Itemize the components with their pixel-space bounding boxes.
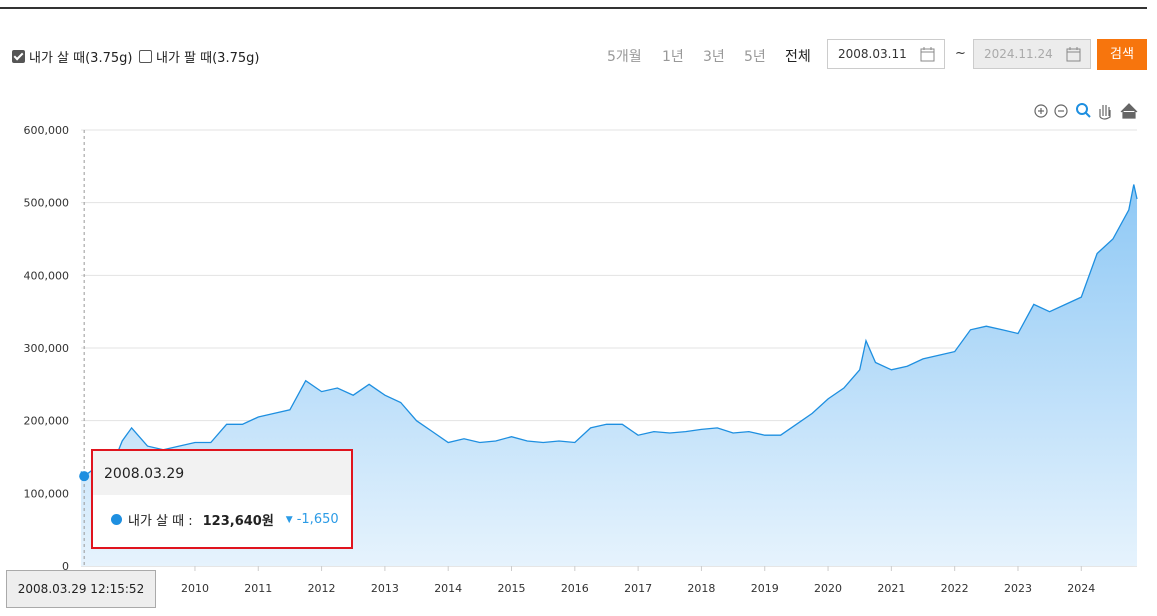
checkbox-box[interactable] (12, 50, 25, 63)
checkbox-label: 내가 살 때(3.75g) (29, 51, 133, 66)
date-text: 2024.11.24 (984, 47, 1053, 61)
date-text: 2008.03.11 (838, 47, 907, 61)
period-button[interactable]: 전체 (785, 49, 811, 65)
zoom-out-button[interactable] (1054, 104, 1068, 118)
x-tick-label: 2022 (941, 582, 969, 595)
x-tick-label: 2013 (371, 582, 399, 595)
tooltip-row: 내가 살 때 : 123,640원 ▼ -1,650 (93, 495, 351, 529)
checkbox[interactable]: 내가 살 때(3.75g) (12, 47, 132, 66)
x-tick-label: 2015 (498, 582, 526, 595)
x-tick-label: 2023 (1004, 582, 1032, 595)
tooltip-change: -1,650 (296, 512, 339, 527)
end-date[interactable]: 2024.11.24 (973, 39, 1091, 69)
x-tick-label: 2019 (751, 582, 779, 595)
y-tick-label: 500,000 (24, 197, 70, 210)
divider (0, 7, 1147, 9)
period-button[interactable]: 3년 (703, 49, 725, 65)
period-button[interactable]: 1년 (662, 49, 684, 65)
series-line (80, 184, 1138, 478)
x-tick-label: 2011 (244, 582, 272, 595)
period-button[interactable]: 5년 (744, 49, 766, 65)
period-button[interactable]: 5개월 (607, 49, 642, 65)
y-tick-label: 200,000 (24, 415, 70, 428)
y-tick-label: 300,000 (24, 342, 70, 355)
x-tick-label: 2021 (877, 582, 905, 595)
pan-button[interactable] (1099, 105, 1111, 120)
tooltip-date: 2008.03.29 (93, 451, 351, 495)
series-dot (111, 514, 122, 525)
checkbox-box[interactable] (139, 50, 152, 63)
zoom-select-button[interactable] (1076, 103, 1091, 118)
calendar-icon[interactable] (920, 47, 935, 62)
zoom-in-button[interactable] (1034, 104, 1048, 118)
x-tick-label: 2024 (1067, 582, 1095, 595)
x-tick-label: 2014 (434, 582, 462, 595)
x-tick-label: 2010 (181, 582, 209, 595)
checkbox-label: 내가 팔 때(3.75g) (156, 51, 260, 66)
x-tick-label: 2017 (624, 582, 652, 595)
down-arrow: ▼ (285, 514, 293, 525)
x-tick-label: 2016 (561, 582, 589, 595)
x-tick-label: 2020 (814, 582, 842, 595)
tooltip: 2008.03.29 내가 살 때 : 123,640원 ▼ -1,650 (91, 449, 353, 549)
y-tick-label: 0 (62, 560, 69, 573)
calendar-icon[interactable] (1066, 47, 1081, 62)
checkbox[interactable]: 내가 팔 때(3.75g) (139, 47, 259, 66)
y-tick-label: 600,000 (24, 124, 70, 137)
x-tick-label: 2018 (687, 582, 715, 595)
tooltip-value: 123,640원 (202, 514, 274, 529)
hover-point (79, 471, 90, 482)
tooltip-label: 내가 살 때 : (128, 514, 193, 529)
y-tick-label: 100,000 (24, 487, 70, 500)
search-button[interactable]: 검색 (1097, 39, 1147, 70)
reset-button[interactable] (1120, 103, 1138, 119)
toolbar (1034, 103, 1138, 120)
y-tick-label: 400,000 (24, 269, 70, 282)
crosshair-label: 2008.03.29 12:15:52 (6, 570, 156, 608)
start-date[interactable]: 2008.03.11 (827, 39, 945, 69)
x-tick-label: 2012 (308, 582, 336, 595)
separator: ~ (955, 46, 966, 61)
